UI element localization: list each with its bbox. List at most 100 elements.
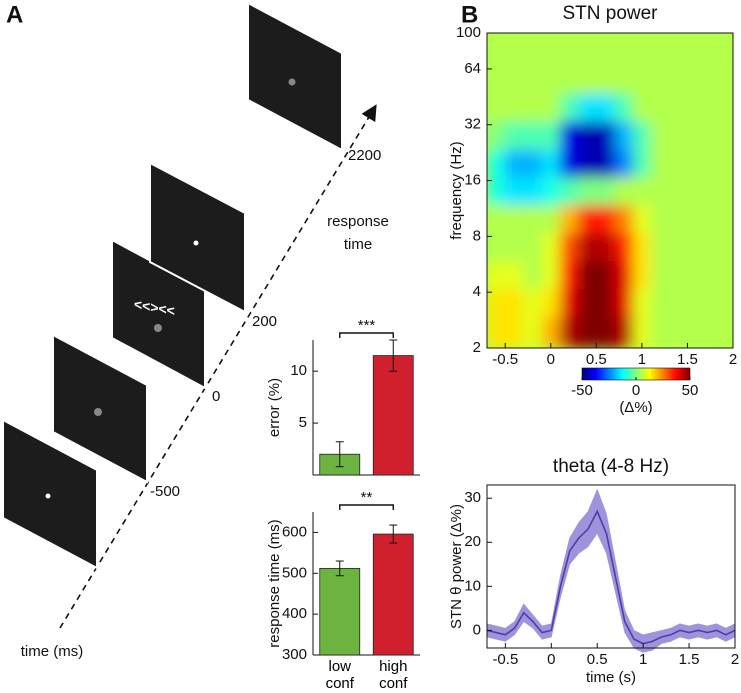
plot-frame: [486, 32, 734, 349]
heatmap-cell: [705, 232, 733, 262]
heatmap-cell: [505, 316, 524, 348]
heatmap-cell: [705, 316, 733, 348]
heatmap-cell: [632, 204, 652, 234]
plot-frame: [486, 484, 736, 649]
colorbar-tick-label: 50: [682, 382, 699, 399]
heatmap-cell: [614, 316, 634, 348]
heatmap-cell: [632, 65, 652, 94]
heatmap-cell: [596, 149, 616, 178]
heatmap-cell: [523, 204, 543, 234]
error-bar: [389, 339, 398, 372]
heatmap-cell: [578, 93, 597, 122]
heatmap-cell: [505, 93, 524, 122]
heatmap-cell: [505, 288, 524, 317]
heatmap-cell: [651, 65, 670, 94]
heatmap-cell: [523, 121, 543, 150]
error-bar: [335, 441, 344, 468]
time-arrow: [59, 104, 377, 629]
heatmap-cell: [669, 316, 688, 348]
heatmap-cell: [487, 316, 506, 348]
heatmap-cell: [669, 232, 688, 262]
error-bar: [389, 524, 398, 544]
y-tick-label: 20: [464, 533, 481, 550]
heatmap-cell: [705, 33, 733, 66]
heatmap-cell: [687, 260, 707, 290]
heatmap-cell: [687, 288, 707, 317]
heatmap-cell: [614, 65, 634, 94]
x-tick-label: 2: [729, 351, 737, 368]
heatmap-cell: [687, 33, 707, 66]
chart-title: theta (4-8 Hz): [553, 456, 669, 477]
fixation: [193, 240, 199, 246]
x-tick-label: 1: [639, 651, 647, 668]
heatmap-cell: [505, 176, 524, 206]
heatmap-cell: [559, 288, 579, 317]
panel-label: A: [6, 1, 23, 28]
heatmap-cell: [614, 260, 634, 290]
y-tick-label: 100: [456, 24, 481, 41]
time-label: -500: [150, 483, 180, 500]
y-axis-label: error (%): [266, 378, 283, 437]
heatmap-cell: [505, 149, 524, 178]
x-tick-label-box: high conf: [379, 658, 407, 692]
y-tick-label: 300: [282, 646, 307, 663]
heatmap-cell: [596, 316, 616, 348]
heatmap-cell: [541, 232, 561, 262]
heatmap-cell: [487, 176, 506, 206]
heatmap-cell: [596, 232, 616, 262]
heatmap-cell: [669, 288, 688, 317]
x-tick-label: 2: [731, 651, 739, 668]
time-label: 0: [212, 388, 220, 405]
heatmap-cell: [596, 176, 616, 206]
heatmap-cell: [705, 93, 733, 122]
heatmap-cell: [596, 93, 616, 122]
screen: [2, 418, 98, 570]
x-tick-label: 0.5: [587, 651, 608, 668]
heatmap: [487, 33, 733, 348]
heatmap-cell: [578, 121, 597, 150]
heatmap-cell: [523, 316, 543, 348]
heatmap-cell: [687, 176, 707, 206]
heatmap-cell: [559, 93, 579, 122]
heatmap-cell: [705, 260, 733, 290]
colorbar-tick-label: -50: [571, 382, 593, 399]
error-bar: [335, 560, 344, 577]
heatmap-cell: [559, 121, 579, 150]
heatmap-cell: [505, 204, 524, 234]
heatmap-cell: [669, 260, 688, 290]
heatmap-cell: [559, 232, 579, 262]
x-tick-label: 1.5: [679, 651, 700, 668]
screen: [149, 161, 246, 314]
heatmap-cell: [541, 316, 561, 348]
heatmap-cell: [541, 288, 561, 317]
heatmap-cell: [632, 260, 652, 290]
heatmap-cell: [487, 260, 506, 290]
significance-label: ***: [358, 317, 376, 334]
x-axis-label: time (s): [586, 669, 636, 686]
heatmap-cell: [651, 93, 670, 122]
heatmap-cell: [651, 204, 670, 234]
heatmap-cell: [632, 33, 652, 66]
y-axis-label: frequency (Hz): [448, 141, 465, 239]
heatmap-cell: [614, 288, 634, 317]
heatmap-cell: [487, 204, 506, 234]
heatmap-cell: [651, 149, 670, 178]
heatmap-cell: [596, 288, 616, 317]
heatmap-cell: [578, 176, 597, 206]
x-tick-label: 1.5: [677, 351, 698, 368]
heatmap-cell: [596, 33, 616, 66]
heatmap-cell: [487, 121, 506, 150]
heatmap-cell: [669, 176, 688, 206]
heatmap-cell: [651, 288, 670, 317]
heatmap-cell: [614, 33, 634, 66]
y-tick-label: 500: [282, 564, 307, 581]
heatmap-cell: [487, 65, 506, 94]
panel-label: B: [461, 1, 478, 28]
heatmap-cell: [559, 65, 579, 94]
cue: [94, 408, 102, 416]
heatmap-clip: [487, 33, 733, 348]
heatmap-cell: [651, 260, 670, 290]
heatmap-cell: [687, 121, 707, 150]
heatmap-cell: [505, 121, 524, 150]
